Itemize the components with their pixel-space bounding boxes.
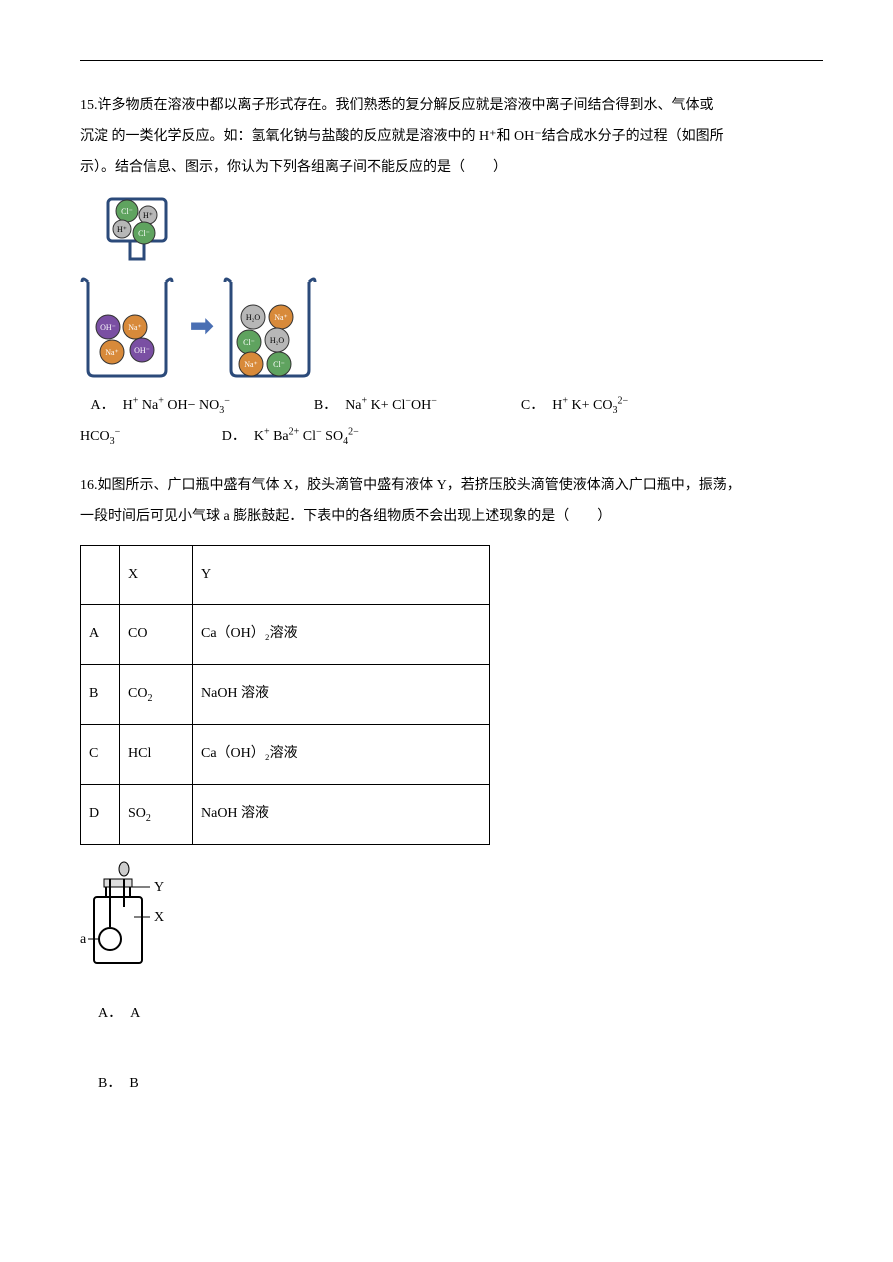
q15-optD-label: D． [222,429,246,444]
cell: Ca（OH）₂溶液 [193,725,490,785]
svg-text:Cl⁻: Cl⁻ [121,207,133,216]
q15-optD-text: K+ Ba2+ Cl− SO42− [254,429,359,444]
svg-text:Cl⁻: Cl⁻ [138,229,150,238]
q15-line0: 许多物质在溶液中都以离子形式存在。我们熟悉的复分解反应就是溶液中离子间结合得到水… [98,98,714,113]
q16-text: 16.如图所示、广口瓶中盛有气体 X，胶头滴管中盛有液体 Y，若挤压胶头滴管使液… [80,471,823,533]
svg-text:OH⁻: OH⁻ [100,323,116,332]
q15-options: A． H+ Na+ OH− NO3− B． Na+ K+ Cl−OH− C． H+ K… [80,390,823,453]
q16-optA-text: A [130,1006,140,1021]
q15-line2: 示）。结合信息、图示，你认为下列各组离子间不能反应的是（ ） [80,160,507,175]
q15-line1: 沉淀 的一类化学反应。如：氢氧化钠与盐酸的反应就是溶液中的 H⁺和 OH⁻结合成… [80,129,724,144]
cell: SO2 [120,784,193,844]
page-top-rule [80,60,823,61]
q16-optA-label: A． [98,1006,122,1021]
funnel-diagram: Cl⁻ H⁺ H⁺ Cl⁻ [102,193,182,263]
label-a: a [80,932,87,947]
svg-text:H⁺: H⁺ [143,211,153,220]
q16-apparatus: Y X a [80,857,823,990]
cell [81,545,120,605]
cell: NaOH 溶液 [193,665,490,725]
label-Y: Y [154,880,164,895]
q16-optB-text: B [129,1076,138,1091]
q16-optB-label: B． [98,1076,121,1091]
right-beaker: H₂O Na⁺ Cl⁻ H₂O Na⁺ Cl⁻ [223,272,323,382]
cell: D [81,784,120,844]
svg-text:Na⁺: Na⁺ [275,313,289,322]
svg-text:H₂O: H₂O [270,336,285,345]
cell: Ca（OH）₂溶液 [193,605,490,665]
q15-optC-text: H+ K+ CO32− [552,398,628,413]
q15-optA-label: A． [91,398,115,413]
q16-optB: B． B [98,1069,823,1100]
svg-text:Cl⁻: Cl⁻ [244,338,256,347]
cell: Y [193,545,490,605]
svg-text:OH⁻: OH⁻ [134,346,150,355]
q16-line1: 一段时间后可见小气球 a 膨胀鼓起．下表中的各组物质不会出现上述现象的是（ ） [80,509,611,524]
cell: A [81,605,120,665]
cell: C [81,725,120,785]
label-X: X [154,910,164,925]
q15-optB-text: Na+ K+ Cl−OH− [345,398,437,413]
cell: B [81,665,120,725]
q15-optA-text: H+ Na+ OH− NO3− [123,398,230,413]
q15-optC-suffix: HCO3− [80,429,120,444]
q16-number: 16. [80,478,98,493]
q16-table: X Y A CO Ca（OH）₂溶液 B CO2 NaOH 溶液 C HCl C… [80,545,490,845]
q15-text: 15.许多物质在溶液中都以离子形式存在。我们熟悉的复分解反应就是溶液中离子间结合… [80,91,823,183]
q15-optC-label: C． [521,398,544,413]
svg-text:Cl⁻: Cl⁻ [274,360,286,369]
svg-text:Na⁺: Na⁺ [105,348,119,357]
table-row: D SO2 NaOH 溶液 [81,784,490,844]
table-row: C HCl Ca（OH）₂溶液 [81,725,490,785]
cell: CO2 [120,665,193,725]
cell: NaOH 溶液 [193,784,490,844]
q15-optB-label: B． [314,398,337,413]
cell: CO [120,605,193,665]
cell: X [120,545,193,605]
arrow-icon: ➡ [190,296,213,358]
cell: HCl [120,725,193,785]
svg-text:H₂O: H₂O [246,313,261,322]
q15-diagram: Cl⁻ H⁺ H⁺ Cl⁻ OH⁻ Na⁺ Na⁺ OH⁻ ➡ H₂O Na⁺ Cl⁻ H₂O Na… [80,193,823,382]
q15-number: 15. [80,98,98,113]
table-row: X Y [81,545,490,605]
left-beaker: OH⁻ Na⁺ Na⁺ OH⁻ [80,272,180,382]
svg-text:H⁺: H⁺ [117,225,127,234]
table-row: B CO2 NaOH 溶液 [81,665,490,725]
svg-text:Na⁺: Na⁺ [245,360,259,369]
q16-line0: 如图所示、广口瓶中盛有气体 X，胶头滴管中盛有液体 Y，若挤压胶头滴管使液体滴入… [98,478,741,493]
q16-optA: A． A [98,999,823,1030]
table-row: A CO Ca（OH）₂溶液 [81,605,490,665]
svg-text:Na⁺: Na⁺ [128,323,142,332]
